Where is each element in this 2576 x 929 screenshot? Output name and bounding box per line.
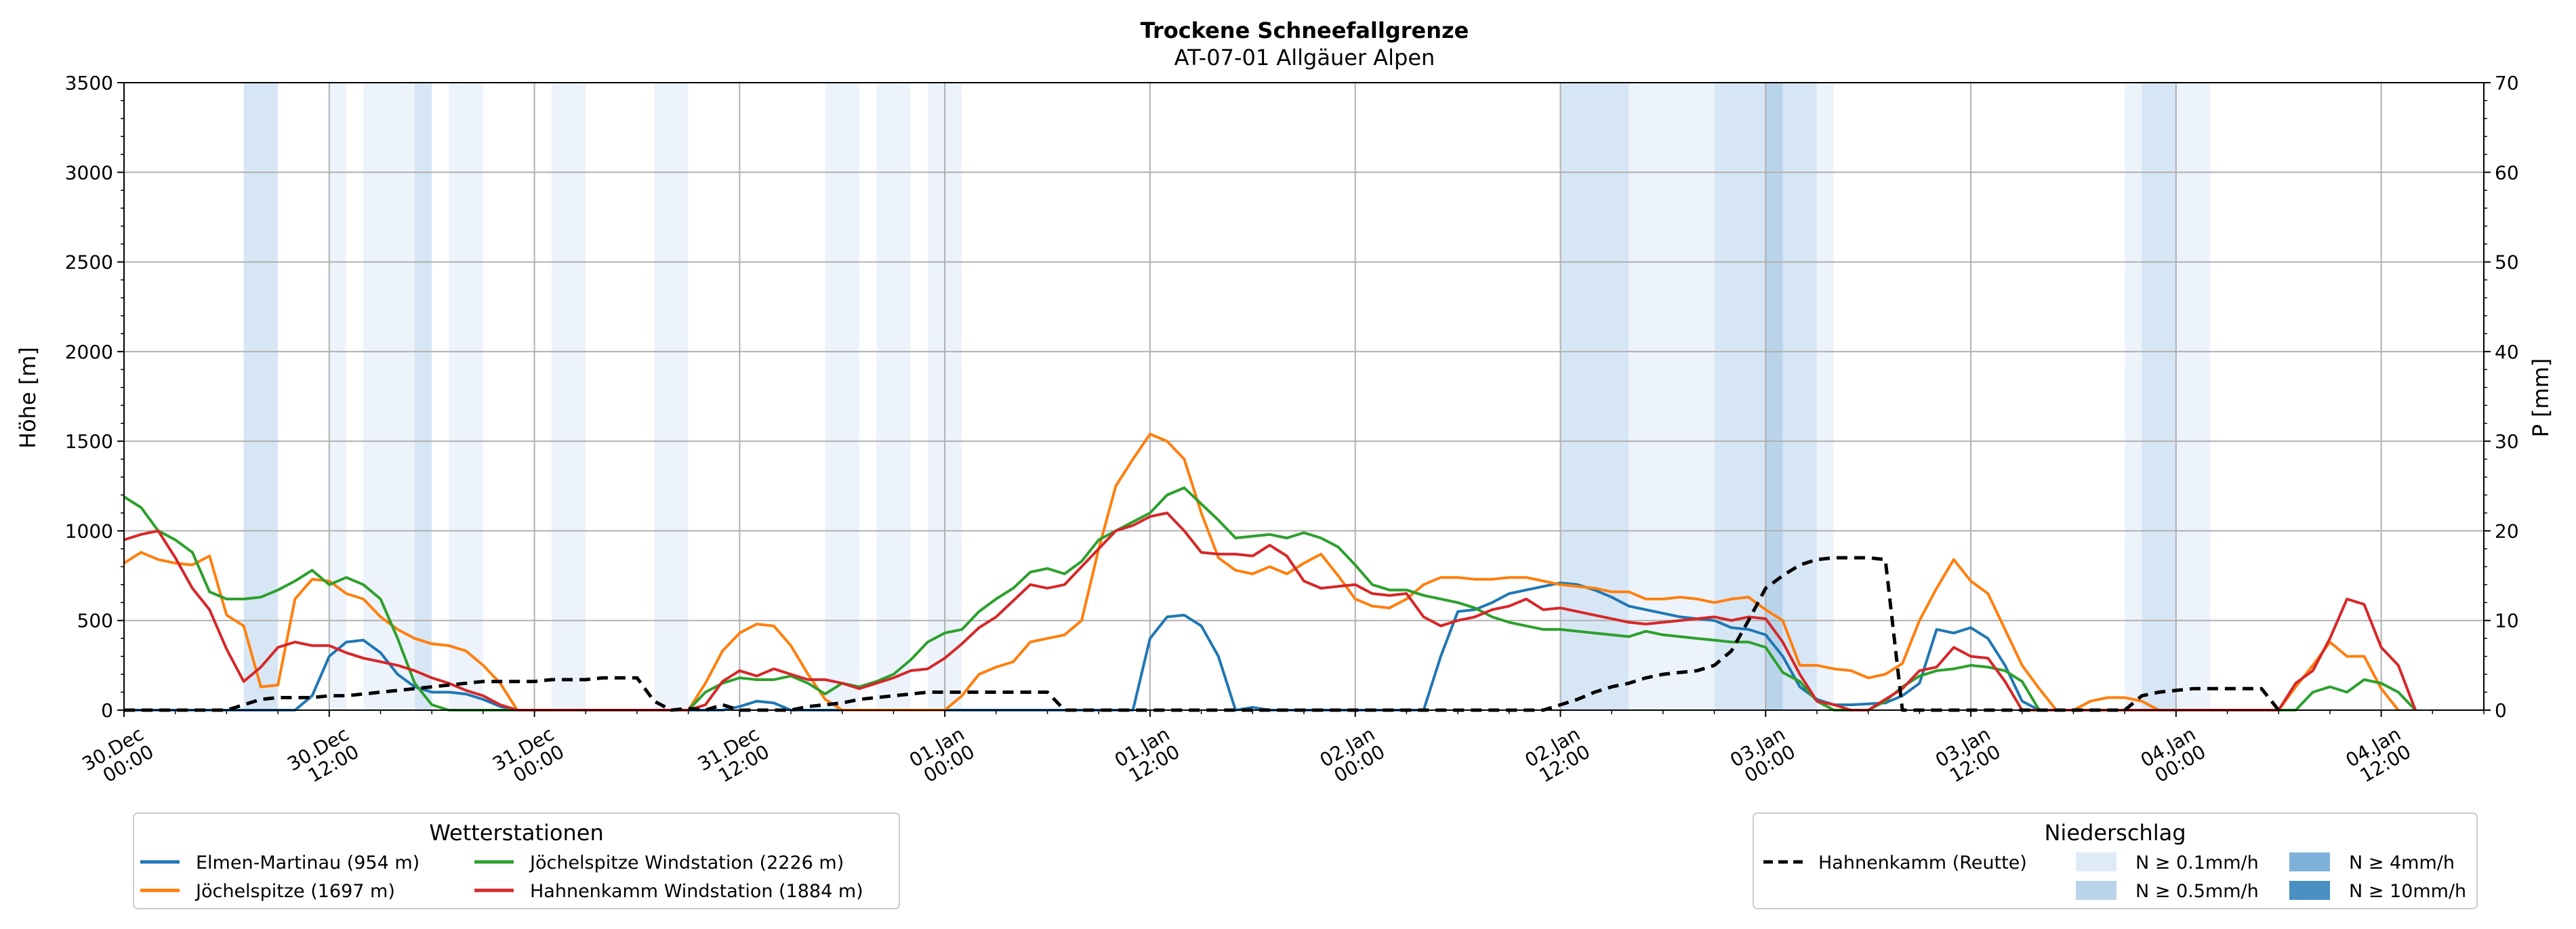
y-tick-label: 2500 [65,251,113,274]
y-right-tick-label: 60 [2495,161,2519,184]
legend-entry-label: Hahnenkamm Windstation (1884 m) [530,881,863,902]
precip-band [876,83,911,710]
precip-band [2142,83,2176,710]
precip-band [1816,83,1835,710]
y-axis-right-label: P [mm] [2528,358,2554,438]
y-tick-label: 0 [101,699,113,722]
y-tick-label: 1000 [65,520,113,542]
y-axis-right-ticks: 0 10 20 30 40 50 60 70 [2484,72,2519,722]
legend-precip-label: N ≥ 4mm/h [2349,852,2455,873]
y-tick-label: 500 [77,610,113,632]
precip-band [243,83,279,710]
legend-precip-swatch [2076,881,2117,900]
grid-lines [124,83,2484,710]
legend-niederschlag: Niederschlag Hahnenkamm (Reutte) N ≥ 0.1… [1753,812,2478,909]
y-tick-label: 2000 [65,341,113,363]
chart-subtitle: AT-07-01 Allgäuer Alpen [1174,45,1435,70]
y-tick-label: 3500 [65,72,113,94]
precip-band [363,83,415,710]
y-right-tick-label: 0 [2495,699,2507,722]
precip-band [1560,83,1629,710]
series-line-4 [124,556,2281,712]
legend-precip-label: N ≥ 0.5mm/h [2135,881,2259,902]
y-right-tick-label: 20 [2495,520,2519,542]
y-right-tick-label: 40 [2495,341,2519,363]
y-tick-label: 3000 [65,161,113,184]
series-line-1 [123,432,2400,711]
legend-right-title: Niederschlag [2044,820,2186,846]
legend-precip-swatch [2289,881,2330,900]
precip-band [1765,83,1783,710]
y-right-tick-label: 70 [2495,72,2519,94]
precip-band [1714,83,1766,710]
legend-dashed-label: Hahnenkamm (Reutte) [1818,852,2027,873]
legend-entry-label: Jöchelspitze (1697 m) [195,881,395,902]
y-right-tick-label: 10 [2495,610,2519,632]
legend-entry-label: Jöchelspitze Windstation (2226 m) [529,852,844,873]
precip-band [2175,83,2211,710]
precip-band [1629,83,1715,710]
precip-band [329,83,347,710]
legend-precip-swatch [2076,852,2117,871]
precip-band [551,83,586,710]
legend-precip-label: N ≥ 10mm/h [2349,881,2466,902]
y-right-tick-label: 50 [2495,251,2519,274]
precip-band [449,83,483,710]
y-tick-label: 1500 [65,430,113,453]
legend-wetterstationen: Wetterstationen Elmen-Martinau (954 m) Jö… [133,812,900,909]
precip-band [1782,83,1817,710]
precip-band [654,83,689,710]
precip-band [825,83,859,710]
y-right-tick-label: 30 [2495,430,2519,453]
legend-entry-label: Elmen-Martinau (954 m) [196,852,420,873]
legend-precip-label: N ≥ 0.1mm/h [2135,852,2259,873]
legend-precip-swatch [2289,852,2330,871]
chart-title: Trockene Schneefallgrenze [1141,18,1469,43]
series-lines [123,432,2417,712]
series-line-0 [124,581,2040,711]
legend-left-title: Wetterstationen [429,820,603,846]
precip-band [2125,83,2142,710]
precip-band [414,83,432,710]
y-axis-label: Höhe [m] [15,347,41,449]
y-axis-ticks: 0 500 1000 1500 2000 2500 3000 3500 [65,72,124,722]
precipitation-bands [243,83,2211,710]
